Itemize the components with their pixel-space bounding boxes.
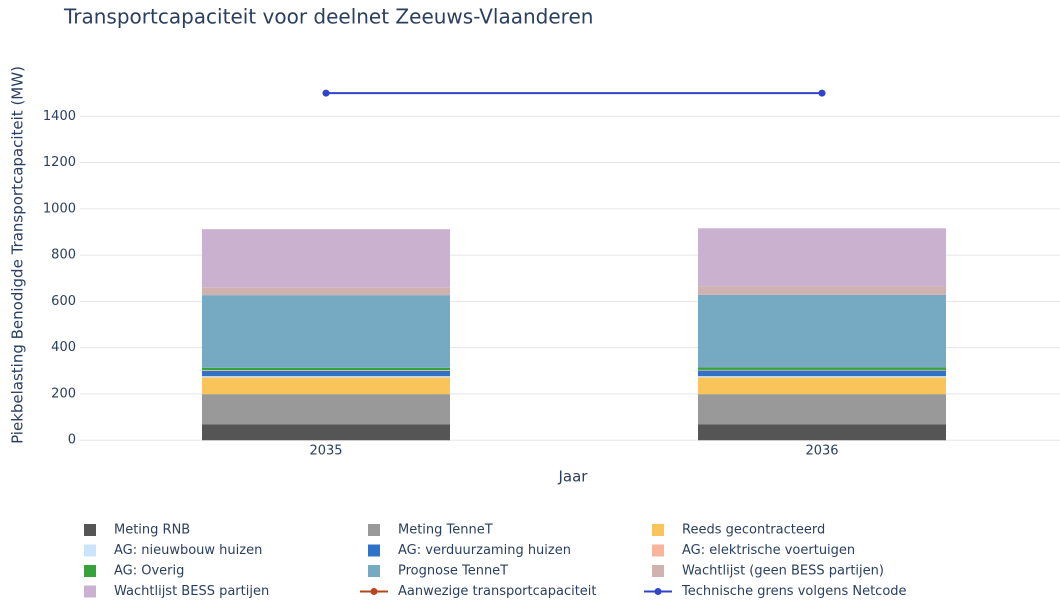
legend-label: Technische grens volgens Netcode <box>681 584 907 599</box>
y-tick-label: 200 <box>51 386 76 401</box>
legend-label: Wachtlijst BESS partijen <box>114 584 269 599</box>
bar-segment <box>202 424 450 441</box>
legend-label: Prognose TenneT <box>398 564 508 579</box>
bar-segment <box>698 377 946 395</box>
legend-label: Meting TenneT <box>398 523 493 538</box>
legend-swatch <box>368 565 380 577</box>
y-tick-label: 1200 <box>43 155 76 170</box>
legend-swatch <box>652 524 664 536</box>
x-tick-label: 2035 <box>309 444 342 459</box>
x-tick-label: 2036 <box>805 444 838 459</box>
bar-segment <box>202 229 450 288</box>
bar-segment <box>698 424 946 441</box>
legend-label: AG: nieuwbouw huizen <box>114 543 262 558</box>
bar-segment <box>698 369 946 371</box>
bar-segment <box>202 287 450 296</box>
bar-segment <box>698 376 946 378</box>
legend-swatch <box>652 565 664 577</box>
bar-segment <box>698 367 946 370</box>
legend-label: Aanwezige transportcapaciteit <box>398 584 597 599</box>
bar-segment <box>202 295 450 368</box>
legend-swatch <box>84 524 96 536</box>
y-tick-label: 400 <box>51 340 76 355</box>
legend-swatch <box>652 544 664 557</box>
bar-segment <box>698 370 946 377</box>
y-axis-title: Piekbelasting Benodigde Transportcapacit… <box>9 66 27 444</box>
legend-label: AG: elektrische voertuigen <box>682 543 855 558</box>
legend-swatch <box>368 524 380 536</box>
bar-segment <box>698 294 946 368</box>
legend-label: Wachtlijst (geen BESS partijen) <box>682 564 884 579</box>
bar-segment <box>202 394 450 425</box>
y-tick-label: 0 <box>68 433 76 448</box>
legend-swatch <box>84 544 96 557</box>
bar-segment <box>202 377 450 395</box>
bar-segment <box>202 367 450 371</box>
legend-label: Reeds gecontracteerd <box>682 523 825 538</box>
legend-label: AG: Overig <box>114 564 184 579</box>
bar-segment <box>698 394 946 425</box>
line-point <box>322 89 330 97</box>
legend-swatch <box>368 544 380 557</box>
x-axis-title: Jaar <box>558 468 589 486</box>
y-tick-label: 800 <box>51 248 76 263</box>
y-tick-label: 1400 <box>43 109 76 124</box>
bar-segment <box>698 286 946 295</box>
y-tick-label: 600 <box>51 294 76 309</box>
bar-segment <box>698 228 946 287</box>
chart-title: Transportcapaciteit voor deelnet Zeeuws-… <box>63 5 593 29</box>
legend-dot <box>654 588 662 595</box>
legend-swatch <box>84 565 96 577</box>
y-tick-label: 1000 <box>43 201 76 216</box>
legend-label: Meting RNB <box>114 523 190 538</box>
legend-dot <box>370 588 378 595</box>
bar-segment <box>202 370 450 371</box>
legend-swatch <box>84 585 96 598</box>
bar-segment <box>202 376 450 378</box>
line-point <box>818 89 826 97</box>
legend-label: AG: verduurzaming huizen <box>398 543 571 558</box>
bar-segment <box>202 370 450 377</box>
